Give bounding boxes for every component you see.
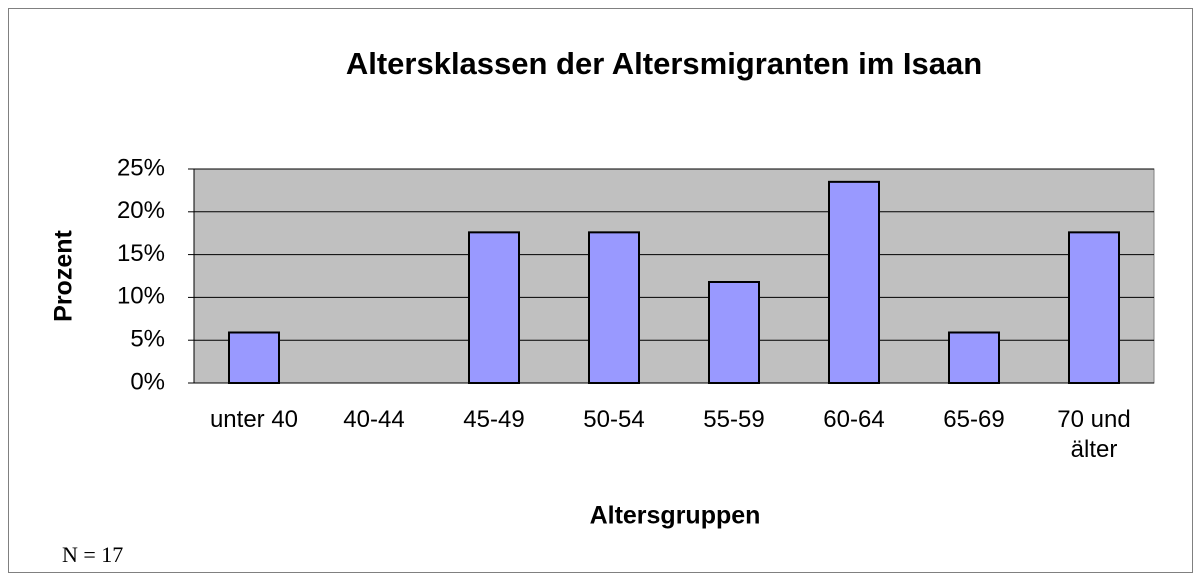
y-axis-label: Prozent: [50, 229, 78, 321]
x-tick-wrap: 60-64: [823, 406, 885, 433]
bar: [948, 331, 1000, 385]
y-tick-label: 5%: [130, 326, 165, 353]
x-tick-label: 40-44: [343, 406, 405, 433]
x-tick-wrap: 45-49: [463, 406, 525, 433]
plot-area: [193, 168, 1155, 384]
x-tick-wrap: 65-69: [943, 406, 1005, 433]
x-tick-wrap: 70 und älter: [1057, 406, 1131, 463]
y-tick-label: 25%: [117, 154, 165, 181]
bar: [588, 231, 640, 384]
bar: [708, 280, 760, 385]
bar: [828, 180, 880, 384]
chart-title: Altersklassen der Altersmigranten im Isa…: [346, 46, 982, 81]
bar: [228, 331, 280, 385]
x-axis-label: Altersgruppen: [590, 502, 761, 530]
y-tick-label: 15%: [117, 240, 165, 267]
x-tick-label: 60-64: [823, 406, 885, 433]
y-tick-label: 20%: [117, 197, 165, 224]
y-tick-label: 0%: [130, 368, 165, 395]
bar: [1068, 231, 1120, 384]
x-tick-wrap: 50-54: [583, 406, 645, 433]
x-tick-label: 45-49: [463, 406, 525, 433]
x-tick-label: 65-69: [943, 406, 1005, 433]
annotation: N = 17: [62, 542, 123, 567]
x-tick-wrap: 40-44: [343, 406, 405, 433]
x-tick-wrap: unter 40: [209, 406, 299, 433]
x-tick-label: 70 und älter: [1057, 406, 1131, 463]
x-tick-label: 55-59: [703, 406, 765, 433]
y-tick-label: 10%: [117, 283, 165, 310]
x-tick-label: unter 40: [209, 406, 299, 433]
x-tick-wrap: 55-59: [703, 406, 765, 433]
bar: [468, 231, 520, 384]
x-tick-label: 50-54: [583, 406, 645, 433]
